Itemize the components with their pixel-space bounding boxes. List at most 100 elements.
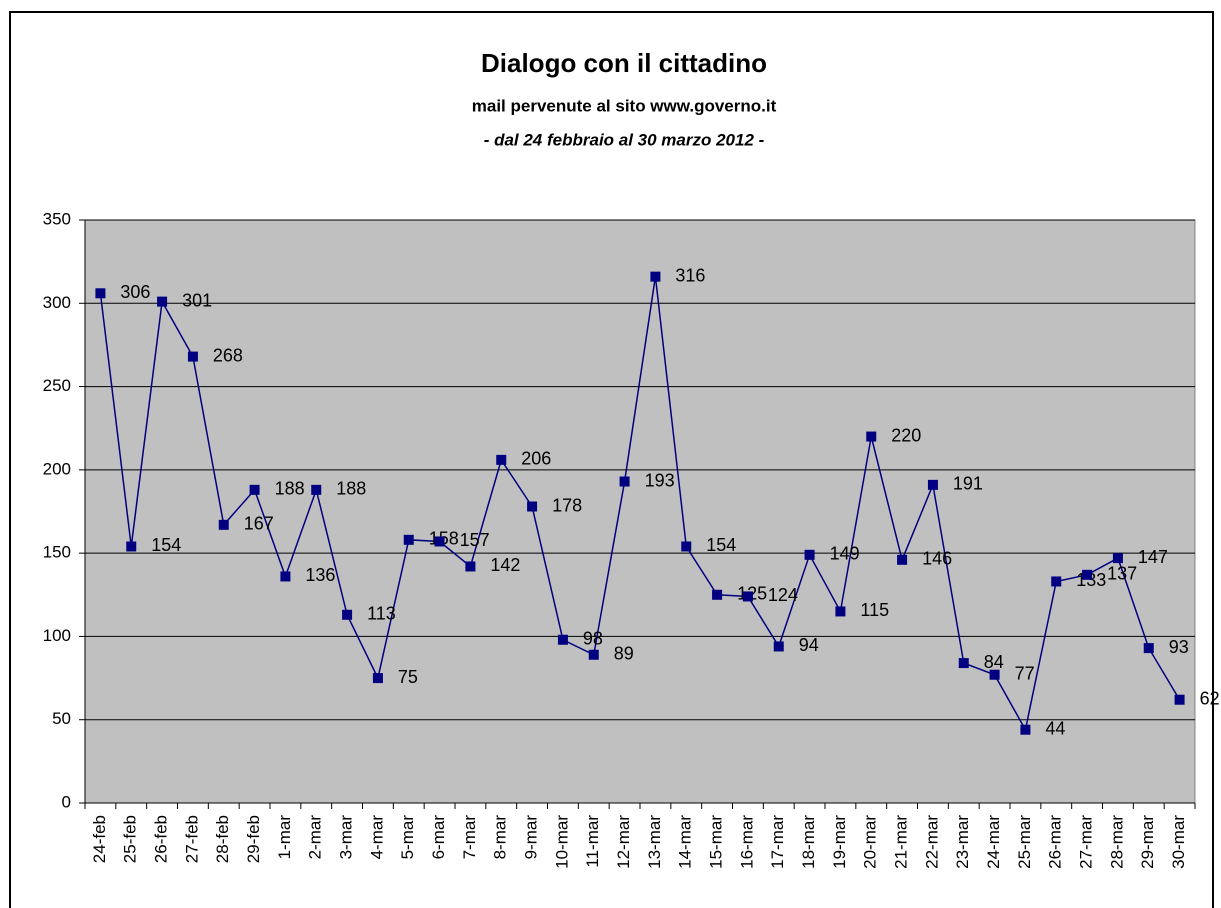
data-label: 113 [367,604,396,624]
data-label: 146 [922,549,952,569]
x-tick-label: 28-feb [213,815,232,863]
data-label: 149 [830,544,860,564]
x-tick-label: 22-mar [922,815,941,869]
x-tick-label: 29-mar [1138,815,1157,869]
data-point [372,673,383,684]
data-label: 147 [1138,547,1168,567]
x-tick-label: 10-mar [552,815,571,869]
data-point [1143,643,1154,654]
data-point [403,534,414,545]
data-point [866,431,877,442]
data-point [835,606,846,617]
data-label: 137 [1107,564,1137,584]
x-tick-label: 6-mar [429,815,448,860]
data-label: 77 [1015,663,1035,683]
data-point [311,484,322,495]
data-point [958,658,969,669]
x-tick-label: 11-mar [583,815,602,868]
x-tick-label: 25-mar [1015,815,1034,869]
data-point [742,591,753,602]
data-label: 98 [583,629,603,649]
x-tick-label: 1-mar [275,815,294,860]
x-tick-label: 27-mar [1077,815,1096,869]
data-point [681,541,692,552]
data-point [989,669,1000,680]
x-tick-label: 15-mar [707,815,726,869]
data-label: 154 [706,535,736,555]
data-label: 301 [182,290,212,310]
x-tick-label: 5-mar [398,815,417,860]
data-label: 220 [891,425,921,445]
x-tick-label: 2-mar [306,815,325,860]
x-tick-label: 19-mar [830,815,849,869]
data-point [465,561,476,572]
x-tick-label: 24-mar [984,815,1003,869]
data-point [588,649,599,660]
y-tick-label: 200 [43,459,71,478]
x-tick-label: 20-mar [861,815,880,869]
data-point [496,454,507,465]
data-point [773,641,784,652]
data-point [1112,553,1123,564]
data-point [1051,576,1062,587]
x-tick-label: 30-mar [1169,815,1188,869]
x-tick-label: 26-feb [152,815,171,863]
data-label: 316 [675,265,705,285]
data-label: 188 [336,479,366,499]
x-tick-label: 12-mar [614,815,633,869]
x-tick-label: 3-mar [337,815,356,860]
data-point [712,589,723,600]
data-label: 178 [552,495,582,515]
x-tick-label: 7-mar [460,815,479,860]
data-label: 84 [984,652,1004,672]
x-tick-label: 17-mar [768,815,787,869]
x-tick-label: 13-mar [645,815,664,869]
data-label: 157 [460,530,490,550]
data-point [249,484,260,495]
data-label: 75 [398,667,418,687]
data-label: 94 [799,635,819,655]
x-tick-label: 28-mar [1107,815,1126,869]
data-point [897,554,908,565]
x-tick-label: 8-mar [491,815,510,860]
y-tick-label: 50 [52,709,71,728]
x-tick-label: 9-mar [522,815,541,860]
x-tick-label: 25-feb [121,815,140,863]
data-point [280,571,291,582]
data-point [927,479,938,490]
data-line [99,276,1181,732]
data-point [434,536,445,547]
data-label: 124 [768,585,798,605]
chart-subtitle: - dal 24 febbraio al 30 marzo 2012 - [484,130,765,149]
data-point [1174,694,1185,705]
y-tick-label: 350 [43,209,71,228]
data-point [187,351,198,362]
x-tick-label: 18-mar [799,815,818,869]
data-label: 193 [645,470,675,490]
data-label: 89 [614,644,634,664]
data-point [1082,569,1093,580]
x-tick-label: 16-mar [737,815,756,869]
data-label: 93 [1169,637,1189,657]
y-tick-label: 100 [43,626,71,645]
data-point [95,288,106,299]
data-label: 142 [490,555,520,575]
data-label: 136 [305,565,335,585]
y-tick-label: 150 [43,543,71,562]
data-point [157,296,168,307]
x-tick-label: 23-mar [953,815,972,869]
chart-title: Dialogo con il cittadino [481,48,767,78]
data-point [804,549,815,560]
data-label: 188 [275,479,305,499]
y-tick-label: 300 [43,293,71,312]
data-label: 191 [953,474,983,494]
data-label: 206 [521,449,551,469]
data-point [650,271,661,282]
x-tick-label: 24-feb [90,815,109,863]
chart-subtitle: mail pervenute al sito www.governo.it [472,96,777,115]
plot-area [84,219,1196,804]
data-point [126,541,137,552]
data-point [342,609,353,620]
data-point [619,476,630,487]
